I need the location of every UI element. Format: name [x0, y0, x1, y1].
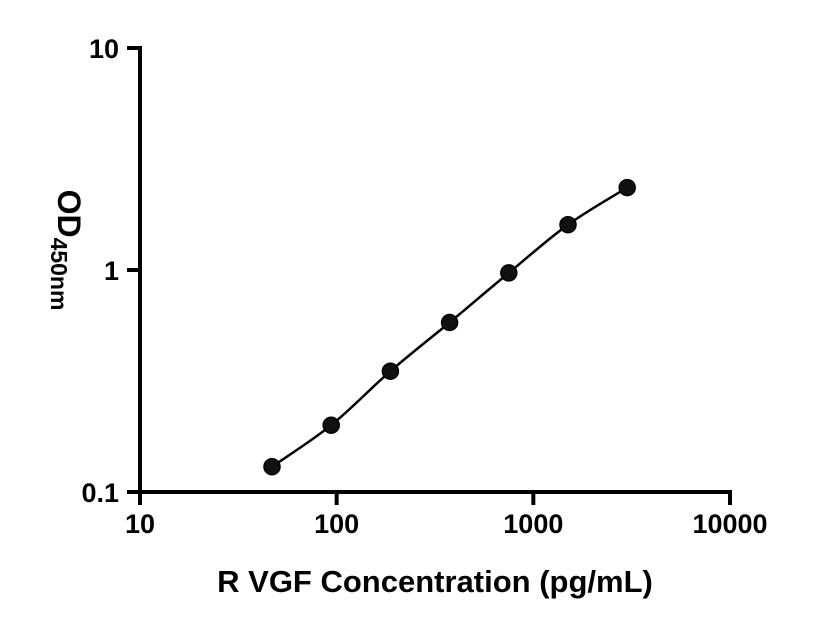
data-point [263, 457, 281, 476]
data-point [618, 178, 636, 197]
x-tick-label: 10 [125, 509, 155, 539]
data-point [322, 416, 340, 434]
y-axis-title-subscript: 450nm [46, 238, 72, 311]
data-point [440, 313, 459, 332]
data-points [263, 178, 636, 476]
y-tick-label: 10 [89, 34, 119, 64]
data-point [381, 362, 400, 380]
axes [136, 46, 732, 494]
data-point [500, 264, 518, 282]
axis-tick-labels: 10 100 1000 10000 0.1 1 10 [81, 34, 767, 539]
y-tick-label: 1 [104, 256, 119, 286]
x-axis-title: R VGF Concentration (pg/mL) [217, 564, 653, 599]
axis-ticks [127, 46, 732, 505]
x-tick-label: 10000 [692, 509, 767, 539]
data-point [559, 215, 577, 234]
y-tick-label: 0.1 [81, 478, 119, 508]
y-axis-title-main: OD [51, 190, 87, 238]
y-axis-title: OD450nm [46, 190, 87, 311]
x-tick-label: 1000 [503, 509, 563, 539]
x-tick-label: 100 [314, 509, 359, 539]
